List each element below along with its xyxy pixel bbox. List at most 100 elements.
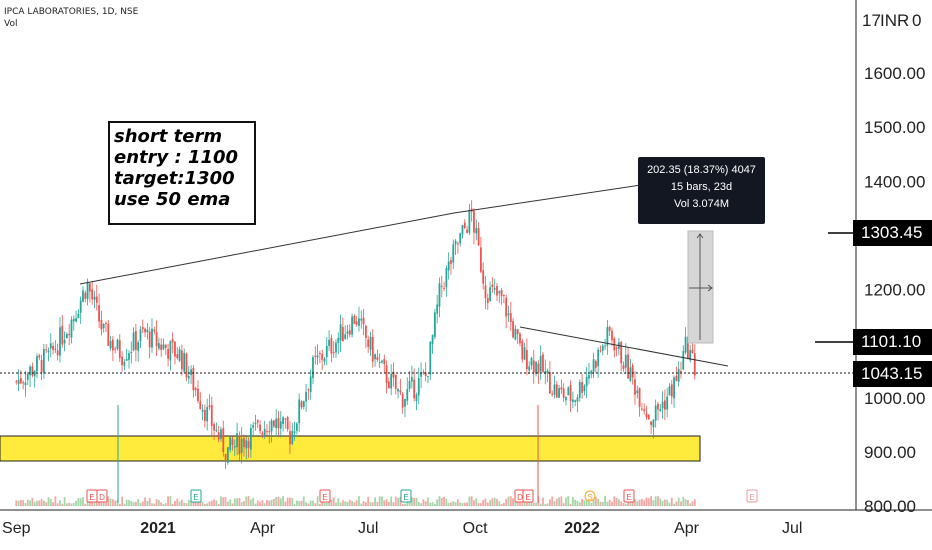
volume-bar [339,502,342,506]
volume-bar [431,502,434,506]
candle-body [537,363,540,373]
trade-note[interactable]: short term entry : 1100 target:1300 use … [108,121,256,225]
event-marker[interactable]: E [400,489,412,503]
volume-bar [321,499,324,506]
event-marker[interactable]: D [96,489,108,503]
target-price-tag[interactable]: 1303.45 [853,220,932,246]
candle-body [397,388,399,392]
candle-body [24,382,27,386]
upper-trendline[interactable] [79,212,455,285]
event-marker[interactable]: S [584,490,596,502]
event-marker[interactable]: E [86,489,98,503]
candle-body [502,294,505,296]
volume-bar [640,498,643,506]
candle-body [49,343,52,349]
candle-body [125,359,128,361]
event-marker[interactable]: E [190,489,202,503]
candle-body [601,345,604,351]
candle-body [473,210,475,233]
support-zone[interactable] [0,435,701,462]
candle-body [59,327,61,356]
volume-bar [171,503,174,506]
candle-body [215,429,218,432]
volume-bar [332,497,335,506]
candle-body [542,354,544,372]
volume-bar [617,499,620,506]
event-marker[interactable]: E [746,489,758,503]
candle-body [622,365,625,369]
event-marker[interactable]: E [522,489,534,503]
symbol-title[interactable]: IPCA LABORATORIES, 1D, NSE [4,7,139,17]
volume-bar [440,497,443,506]
candle-body [213,424,215,431]
price-axis[interactable]: 1600.001500.001400.001300.001200.001100.… [864,64,925,516]
volume-bar [174,501,176,506]
candle-body [63,339,66,344]
volume-bar [461,502,464,506]
candle-body [38,355,41,358]
candle-body [500,290,503,297]
volume-bar [325,502,328,506]
candle-body [562,388,565,398]
candle-body [210,404,213,426]
event-marker[interactable]: E [623,489,635,503]
volume-bar [144,497,146,506]
candle-body [155,332,158,347]
candle-body [686,336,689,359]
candle-body [314,355,317,357]
event-marker[interactable]: E [319,489,331,503]
volume-bar [519,499,521,506]
volume-bar [272,498,275,506]
volume-bar [374,497,376,506]
candle-body [328,339,330,346]
volume-bar [634,499,636,506]
candle-body [316,355,319,358]
price-tick-label: 900.00 [864,443,916,462]
candle-body [413,379,416,399]
volume-bar [335,502,337,506]
entry-price-tag[interactable]: 1101.10 [853,329,932,355]
candle-body [358,318,360,326]
volume-bar [259,502,261,506]
volume-bar [123,503,126,506]
candle-body [445,268,448,288]
last-price-tag[interactable]: 1043.15 [853,361,932,387]
candle-body [157,343,160,349]
volume-bar [298,501,301,506]
volume-bar [252,497,255,506]
volume-bar [47,497,50,506]
volume-bar [284,501,287,506]
measure-tooltip: 202.35 (18.37%) 4047 15 bars, 23d Vol 3.… [638,157,765,224]
volume-bar [397,497,399,506]
candle-body [390,373,393,389]
volume-bar [220,496,222,506]
volume-bar [268,500,271,506]
volume-bar [539,503,542,506]
candle-body [206,407,209,422]
descending-trendline[interactable] [519,326,729,367]
candle-body [387,381,390,389]
candle-body [111,339,114,351]
candle-body [638,387,641,408]
candle-body [231,439,234,445]
volume-bar [544,503,547,506]
volume-bar [362,501,365,506]
volume-bar [438,496,441,506]
volume-bar [500,503,503,506]
candle-body [305,391,307,402]
date-tick-label: 2021 [140,520,176,537]
volume-bar [608,499,611,506]
candle-body [371,336,374,362]
candle-body [592,359,595,372]
volume-bar [486,502,489,506]
time-axis[interactable]: Sep 2021 Apr Jul Oct 2022 Apr Jul [2,520,802,537]
volume-bar [293,503,296,506]
svg-text:D: D [517,493,523,502]
volume-bar [615,497,618,506]
volume-bar [155,499,158,506]
candle-body [56,350,59,356]
volume-bar [578,502,581,506]
volume-bar [29,500,31,506]
